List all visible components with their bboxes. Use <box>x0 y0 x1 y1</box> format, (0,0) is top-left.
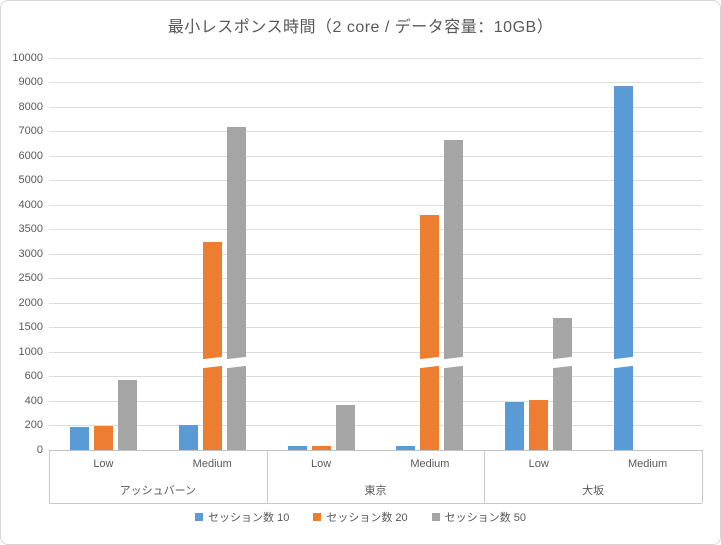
gridline <box>49 155 702 157</box>
category-separator <box>702 450 703 503</box>
bar-series2-slot4[interactable] <box>420 214 440 450</box>
group-label: 大坂 <box>582 485 605 497</box>
bar-series2-slot1[interactable] <box>93 425 113 450</box>
gridline <box>49 229 702 230</box>
category-separator <box>49 450 50 503</box>
gridline <box>49 351 702 353</box>
x-axis-line <box>49 449 702 451</box>
bar-series1-slot4[interactable] <box>396 445 416 450</box>
bar-series1-slot3[interactable] <box>287 446 307 450</box>
bar-series1-slot1[interactable] <box>69 426 89 450</box>
legend-swatch-icon <box>313 513 322 521</box>
y-tick-label: 7000 <box>18 125 43 137</box>
gridline <box>49 327 702 328</box>
y-tick-label: 400 <box>24 394 43 407</box>
category-label: Low <box>93 458 114 470</box>
y-tick-label: 2500 <box>18 272 43 284</box>
gridline <box>49 57 702 59</box>
y-tick-label: 0 <box>36 443 43 456</box>
y-tick-label: 1000 <box>18 345 43 358</box>
legend-item[interactable]: セッション数 50 <box>431 509 526 525</box>
bar-series3-slot4[interactable] <box>444 140 464 450</box>
y-tick-label: 5000 <box>18 174 43 186</box>
y-tick-label: 4000 <box>18 198 43 211</box>
bar-series3-slot1[interactable] <box>117 380 137 450</box>
bar-series3-slot3[interactable] <box>335 404 355 450</box>
bar-series3-slot5[interactable] <box>553 317 573 450</box>
gridline <box>49 131 702 132</box>
category-label: Low <box>310 458 332 470</box>
category-label: Medium <box>628 458 668 470</box>
y-tick-label: 1500 <box>18 321 43 333</box>
y-tick-label: 3000 <box>18 247 43 260</box>
gridline <box>49 253 702 255</box>
y-tick-label: 9000 <box>18 76 43 88</box>
gridline <box>49 204 702 206</box>
category-separator <box>266 450 268 503</box>
plot-area <box>49 57 702 451</box>
bar-series2-slot2[interactable] <box>202 241 222 450</box>
legend-label: セッション数 50 <box>444 512 526 524</box>
gridline <box>49 278 702 279</box>
legend-label: セッション数 20 <box>326 512 408 524</box>
category-label: Medium <box>192 458 232 470</box>
legend-item[interactable]: セッション数 10 <box>195 509 289 525</box>
bar-series1-slot5[interactable] <box>505 402 525 450</box>
category-label: Medium <box>410 458 450 470</box>
y-tick-label: 200 <box>24 419 43 431</box>
bar-series2-slot3[interactable] <box>311 446 331 450</box>
category-separator <box>484 450 486 503</box>
y-tick-label: 600 <box>24 370 43 382</box>
legend: セッション数 10 セッション数 20 セッション数 50 <box>1 509 720 525</box>
bar-series2-slot5[interactable] <box>529 399 549 450</box>
category-strip-bottom-line <box>49 503 702 504</box>
y-tick-label: 3500 <box>18 223 43 235</box>
y-tick-label: 8000 <box>18 100 43 113</box>
bar-series3-slot2[interactable] <box>226 127 246 450</box>
legend-label: セッション数 10 <box>208 512 290 524</box>
chart-title: 最小レスポンス時間（2 core / データ容量：10GB） <box>167 19 554 36</box>
bar-series1-slot2[interactable] <box>178 424 198 450</box>
legend-item[interactable]: セッション数 20 <box>313 509 408 525</box>
group-label: アッシュバーン <box>119 485 197 497</box>
gridline <box>49 82 702 83</box>
legend-swatch-icon <box>195 513 204 521</box>
bar-series1-slot6[interactable] <box>614 85 634 450</box>
y-tick-label: 2000 <box>18 296 43 309</box>
gridline <box>49 376 702 377</box>
gridline <box>49 425 702 426</box>
group-label: 東京 <box>364 485 387 497</box>
y-tick-label: 10000 <box>12 51 43 64</box>
gridline <box>49 180 702 181</box>
category-label: Low <box>528 458 549 470</box>
gridline <box>49 400 702 402</box>
legend-swatch-icon <box>431 513 440 521</box>
y-tick-label: 6000 <box>18 149 43 162</box>
gridline <box>49 302 702 304</box>
gridline <box>49 106 702 108</box>
